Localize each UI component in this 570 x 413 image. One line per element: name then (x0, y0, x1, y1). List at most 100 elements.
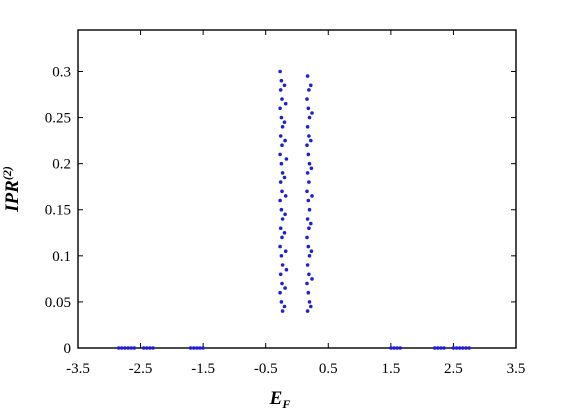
data-point (278, 88, 283, 92)
data-point (306, 106, 311, 111)
data-point (278, 69, 282, 74)
data-point (278, 226, 283, 230)
data-point (307, 134, 311, 138)
data-point (461, 346, 465, 350)
data-point (307, 207, 312, 212)
data-point (307, 300, 312, 304)
data-point (192, 346, 196, 350)
y-axis-title: IPR(2) (0, 166, 23, 213)
data-point (305, 74, 310, 78)
y-tick-label: 0.3 (52, 64, 71, 80)
data-point (283, 286, 287, 290)
data-point (305, 171, 310, 175)
data-point (280, 97, 284, 101)
x-axis-title: EF (269, 388, 291, 411)
data-point (454, 346, 459, 350)
data-point (278, 180, 283, 184)
data-point (464, 346, 468, 350)
data-point (280, 171, 285, 175)
data-point (309, 249, 314, 253)
data-point (280, 263, 285, 267)
data-point (201, 346, 205, 350)
data-point (284, 157, 289, 161)
x-tick-label: -3.5 (66, 361, 90, 377)
data-point (307, 226, 311, 230)
x-tick-label: 0.5 (319, 361, 338, 377)
data-point (279, 78, 284, 83)
data-point (283, 212, 287, 217)
tick-labels: -3.5 -2.5 -1.5 -0.5 0.5 1.5 2.5 3.5 0 0.05 0.1 0.15… (45, 64, 526, 377)
data-point (145, 346, 149, 350)
y-tick-label: 0.2 (52, 157, 71, 173)
y-tick-label: 0.05 (45, 295, 71, 311)
data-point (283, 101, 288, 106)
data-point (306, 290, 311, 295)
data-point (195, 346, 199, 350)
data-point (309, 304, 313, 309)
data-point (309, 221, 313, 226)
data-point (129, 346, 133, 350)
data-point (305, 263, 310, 267)
data-point (307, 272, 311, 277)
y-axis-title-main: IPR (2, 180, 23, 213)
x-tick-label: 1.5 (381, 361, 400, 377)
data-point (282, 175, 287, 180)
data-point (309, 138, 313, 143)
data-point (305, 125, 310, 129)
data-point (151, 346, 155, 350)
data-point (282, 304, 287, 309)
x-tick-label: -1.5 (191, 361, 215, 377)
data-point (279, 115, 284, 120)
data-point (457, 346, 462, 350)
data-point (309, 166, 314, 171)
x-tick-label: 3.5 (507, 361, 526, 377)
data-point (280, 143, 284, 147)
data-point (283, 249, 288, 253)
data-point (280, 189, 284, 194)
data-point (305, 189, 309, 194)
data-point (389, 346, 393, 350)
data-point (432, 346, 437, 350)
data-point (278, 134, 283, 138)
data-point (282, 83, 287, 88)
data-point (278, 272, 283, 277)
x-axis-title-main: E (269, 388, 283, 409)
x-tick-label: -0.5 (254, 361, 278, 377)
data-point (283, 194, 288, 198)
data-point (278, 198, 282, 203)
data-point (280, 217, 285, 221)
data-point (126, 346, 130, 350)
data-point (305, 235, 309, 240)
data-point (278, 106, 282, 111)
data-point (306, 198, 311, 203)
x-axis-title-subscript: F (281, 397, 290, 411)
data-point (278, 290, 282, 295)
data-point (279, 161, 284, 166)
data-point (395, 346, 399, 350)
data-point (310, 277, 314, 281)
y-tick-label: 0.15 (45, 203, 71, 219)
data-point (310, 194, 314, 198)
data-point (392, 346, 396, 350)
data-point (141, 346, 146, 350)
data-point (188, 346, 193, 350)
data-point (123, 346, 127, 350)
data-point (278, 152, 282, 157)
data-point (451, 346, 456, 350)
data-point (280, 235, 284, 240)
data-point (442, 346, 446, 350)
x-tick-label: 2.5 (444, 361, 463, 377)
data-point (305, 143, 309, 147)
data-point (309, 83, 313, 88)
data-point (307, 180, 311, 184)
data-point (310, 111, 314, 115)
data-point (132, 346, 137, 350)
data-points (116, 69, 471, 350)
data-point (280, 309, 285, 313)
data-point (120, 346, 124, 350)
data-point (436, 346, 440, 350)
data-point (307, 115, 312, 120)
y-tick-label: 0 (64, 341, 72, 357)
data-point (306, 244, 311, 249)
data-point (305, 281, 309, 286)
